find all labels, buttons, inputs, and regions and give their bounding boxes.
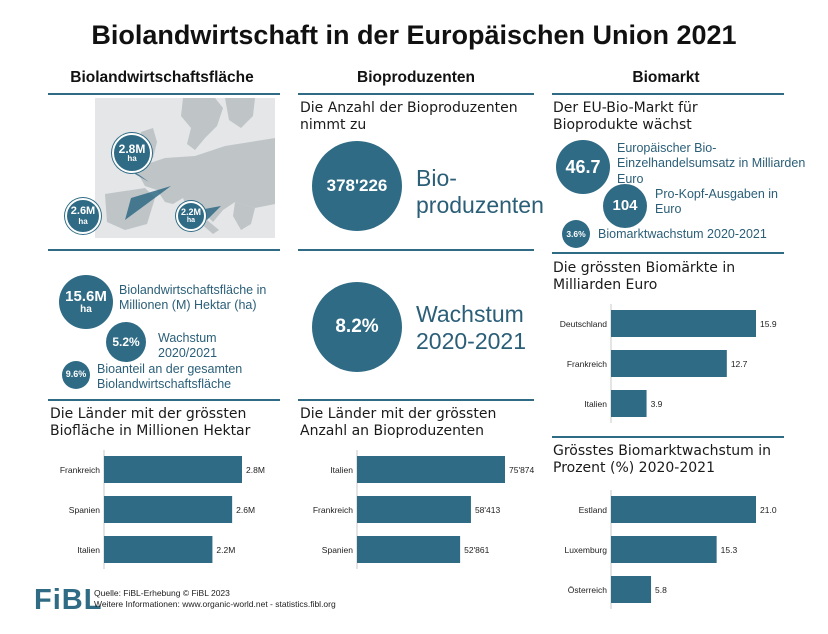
bar bbox=[611, 536, 717, 563]
value-label: 52'861 bbox=[464, 545, 490, 555]
rule bbox=[48, 93, 280, 95]
map-bubble-spain: 2.6M ha bbox=[65, 198, 101, 234]
value-label: 5.8 bbox=[655, 585, 667, 595]
bar bbox=[357, 496, 471, 523]
market-retail-bubble: 46.7 bbox=[556, 140, 610, 194]
category-label: Frankreich bbox=[567, 359, 607, 369]
producers-growth-label: Wachstum 2020-2021 bbox=[416, 301, 526, 355]
bar bbox=[357, 536, 461, 563]
chart-area-by-country: Frankreich 2.8M Spanien 2.6M Italien 2.2M bbox=[60, 450, 265, 569]
area-total-bubble: 15.6M ha bbox=[59, 275, 113, 329]
area-total-value: 15.6M bbox=[65, 287, 107, 305]
bar bbox=[104, 536, 213, 563]
category-label: Frankreich bbox=[313, 505, 353, 515]
category-label: Italien bbox=[584, 399, 607, 409]
value-label: 15.3 bbox=[721, 545, 738, 555]
map-bubble-unit: ha bbox=[186, 217, 196, 225]
fibl-logo: FiBL bbox=[34, 584, 103, 616]
bar bbox=[104, 496, 233, 523]
footer-info: Weitere Informationen: www.organic-world… bbox=[94, 599, 336, 610]
rule bbox=[552, 252, 784, 254]
producers-growth-bubble: 8.2% bbox=[312, 282, 402, 372]
column-header-area: Biolandwirtschaftsfläche bbox=[70, 69, 254, 86]
area-total-unit: ha bbox=[80, 303, 92, 315]
chart-title-markets: Die grössten Biomärkte in Milliarden Eur… bbox=[553, 260, 736, 293]
bar bbox=[611, 576, 652, 603]
footer-source: Quelle: FiBL-Erhebung © FiBL 2023 bbox=[94, 588, 230, 598]
rule bbox=[552, 436, 784, 438]
rule bbox=[298, 249, 534, 251]
area-growth-label: Wachstum 2020/2021 bbox=[158, 331, 218, 361]
market-intro: Der EU-Bio-Markt für Bioprodukte wächst bbox=[553, 100, 698, 133]
chart-title-producers: Die Länder mit der grössten Anzahl an Bi… bbox=[300, 406, 497, 439]
map-bubble-france: 2.8M ha bbox=[112, 133, 152, 173]
page-title: Biolandwirtschaft in der Europäischen Un… bbox=[91, 20, 737, 50]
europe-map-graphic bbox=[95, 98, 275, 238]
rule bbox=[48, 399, 280, 401]
chart-market-growth: Estland 21.0 Luxemburg 15.3 Österreich 5.8 bbox=[564, 490, 777, 609]
category-label: Spanien bbox=[322, 545, 353, 555]
area-share-bubble: 9.6% bbox=[62, 361, 90, 389]
chart-largest-markets: Deutschland 15.9 Frankreich 12.7 Italien 3.9 bbox=[560, 304, 777, 423]
category-label: Deutschland bbox=[560, 319, 608, 329]
map-bubble-value: 2.8M bbox=[118, 141, 146, 156]
value-label: 2.8M bbox=[246, 465, 265, 475]
rule bbox=[298, 399, 534, 401]
value-label: 2.6M bbox=[236, 505, 255, 515]
chart-title-area: Die Länder mit der grössten Biofläche in… bbox=[50, 406, 251, 439]
area-share-label: Bioanteil an der gesamten Biolandwirtsch… bbox=[97, 362, 243, 392]
category-label: Luxemburg bbox=[564, 545, 607, 555]
bar bbox=[357, 456, 505, 483]
producers-intro: Die Anzahl der Bioproduzenten nimmt zu bbox=[300, 100, 518, 133]
area-total-label: Biolandwirtschaftsfläche in Millionen (M… bbox=[119, 283, 267, 313]
value-label: 3.9 bbox=[651, 399, 663, 409]
value-label: 75'874 bbox=[509, 465, 535, 475]
value-label: 58'413 bbox=[475, 505, 501, 515]
map-bubble-unit: ha bbox=[78, 216, 88, 226]
footer-text: Quelle: FiBL-Erhebung © FiBL 2023 Weiter… bbox=[94, 588, 394, 610]
rule bbox=[552, 93, 784, 95]
bar bbox=[104, 456, 242, 483]
value-label: 12.7 bbox=[731, 359, 748, 369]
bar bbox=[611, 350, 727, 377]
market-percap-bubble: 104 bbox=[603, 184, 647, 228]
category-label: Italien bbox=[77, 545, 100, 555]
producers-count-label: Bio-produzenten bbox=[416, 165, 544, 219]
column-header-producers: Bioproduzenten bbox=[357, 69, 475, 86]
producers-count-bubble: 378'226 bbox=[312, 141, 402, 231]
map-bubble-value: 2.2M bbox=[180, 206, 201, 217]
value-label: 2.2M bbox=[216, 545, 235, 555]
bar bbox=[611, 496, 756, 523]
rule bbox=[298, 93, 534, 95]
map-bubble-value: 2.6M bbox=[70, 205, 96, 218]
market-percap-label: Pro-Kopf-Ausgaben in Euro bbox=[655, 187, 778, 217]
map-bubble-unit: ha bbox=[127, 154, 137, 164]
map-bubble-italy: 2.2M ha bbox=[176, 201, 206, 231]
category-label: Frankreich bbox=[60, 465, 100, 475]
chart-title-market-growth: Grösstes Biomarktwachstum in Prozent (%)… bbox=[553, 443, 772, 476]
area-growth-bubble: 5.2% bbox=[106, 322, 146, 362]
chart-producers-by-country: Italien 75'874 Frankreich 58'413 Spanien 52'8… bbox=[313, 450, 535, 569]
value-label: 21.0 bbox=[760, 505, 777, 515]
value-label: 15.9 bbox=[760, 319, 777, 329]
category-label: Österreich bbox=[568, 585, 607, 595]
category-label: Spanien bbox=[69, 505, 100, 515]
rule bbox=[48, 249, 280, 251]
europe-map bbox=[95, 98, 275, 238]
category-label: Estland bbox=[579, 505, 608, 515]
category-label: Italien bbox=[330, 465, 353, 475]
market-growth-bubble: 3.6% bbox=[562, 220, 590, 248]
column-header-market: Biomarkt bbox=[632, 69, 700, 86]
bar bbox=[611, 310, 756, 337]
market-retail-label: Europäischer Bio-Einzelhandelsumsatz in … bbox=[617, 141, 806, 186]
market-growth-label: Biomarktwachstum 2020-2021 bbox=[598, 227, 767, 241]
bar bbox=[611, 390, 647, 417]
